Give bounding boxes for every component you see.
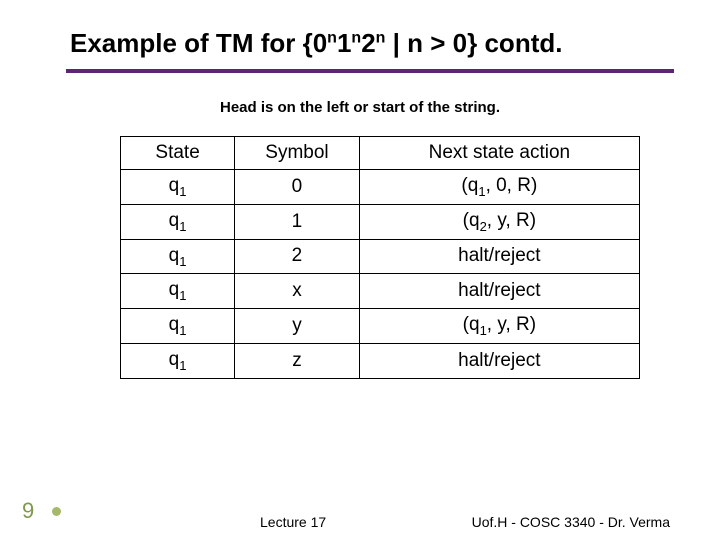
table-row: q1 x halt/reject (121, 274, 640, 309)
slide-number: 9 (22, 498, 34, 524)
footer-course: Uof.H - COSC 3340 - Dr. Verma (472, 514, 670, 530)
table-row: q1 2 halt/reject (121, 239, 640, 274)
table-header-row: State Symbol Next state action (121, 137, 640, 170)
cell-symbol: z (235, 343, 360, 378)
transition-table: State Symbol Next state action q1 0 (q1,… (120, 136, 640, 379)
table-row: q1 z halt/reject (121, 343, 640, 378)
table-row: q1 y (q1, y, R) (121, 309, 640, 344)
col-header-symbol: Symbol (235, 137, 360, 170)
cell-symbol: y (235, 309, 360, 344)
subtitle: Head is on the left or start of the stri… (0, 99, 720, 116)
table-row: q1 1 (q2, y, R) (121, 204, 640, 239)
table-body: q1 0 (q1, 0, R) q1 1 (q2, y, R) q1 2 hal… (121, 170, 640, 379)
title-underline (66, 69, 674, 73)
col-header-state: State (121, 137, 235, 170)
footer-lecture: Lecture 17 (260, 514, 326, 530)
transition-table-wrap: State Symbol Next state action q1 0 (q1,… (120, 136, 640, 379)
cell-state: q1 (121, 204, 235, 239)
slide: Example of TM for {0n1n2n | n > 0} contd… (0, 0, 720, 540)
cell-next: (q1, 0, R) (359, 170, 639, 205)
cell-symbol: x (235, 274, 360, 309)
cell-next: halt/reject (359, 239, 639, 274)
cell-state: q1 (121, 343, 235, 378)
cell-state: q1 (121, 239, 235, 274)
cell-symbol: 2 (235, 239, 360, 274)
slide-title: Example of TM for {0n1n2n | n > 0} contd… (70, 28, 670, 59)
col-header-next: Next state action (359, 137, 639, 170)
cell-next: halt/reject (359, 343, 639, 378)
cell-next: (q2, y, R) (359, 204, 639, 239)
cell-symbol: 1 (235, 204, 360, 239)
title-block: Example of TM for {0n1n2n | n > 0} contd… (0, 0, 720, 65)
table-row: q1 0 (q1, 0, R) (121, 170, 640, 205)
cell-state: q1 (121, 309, 235, 344)
bullet-icon (52, 507, 61, 516)
cell-state: q1 (121, 170, 235, 205)
cell-symbol: 0 (235, 170, 360, 205)
cell-state: q1 (121, 274, 235, 309)
cell-next: halt/reject (359, 274, 639, 309)
cell-next: (q1, y, R) (359, 309, 639, 344)
